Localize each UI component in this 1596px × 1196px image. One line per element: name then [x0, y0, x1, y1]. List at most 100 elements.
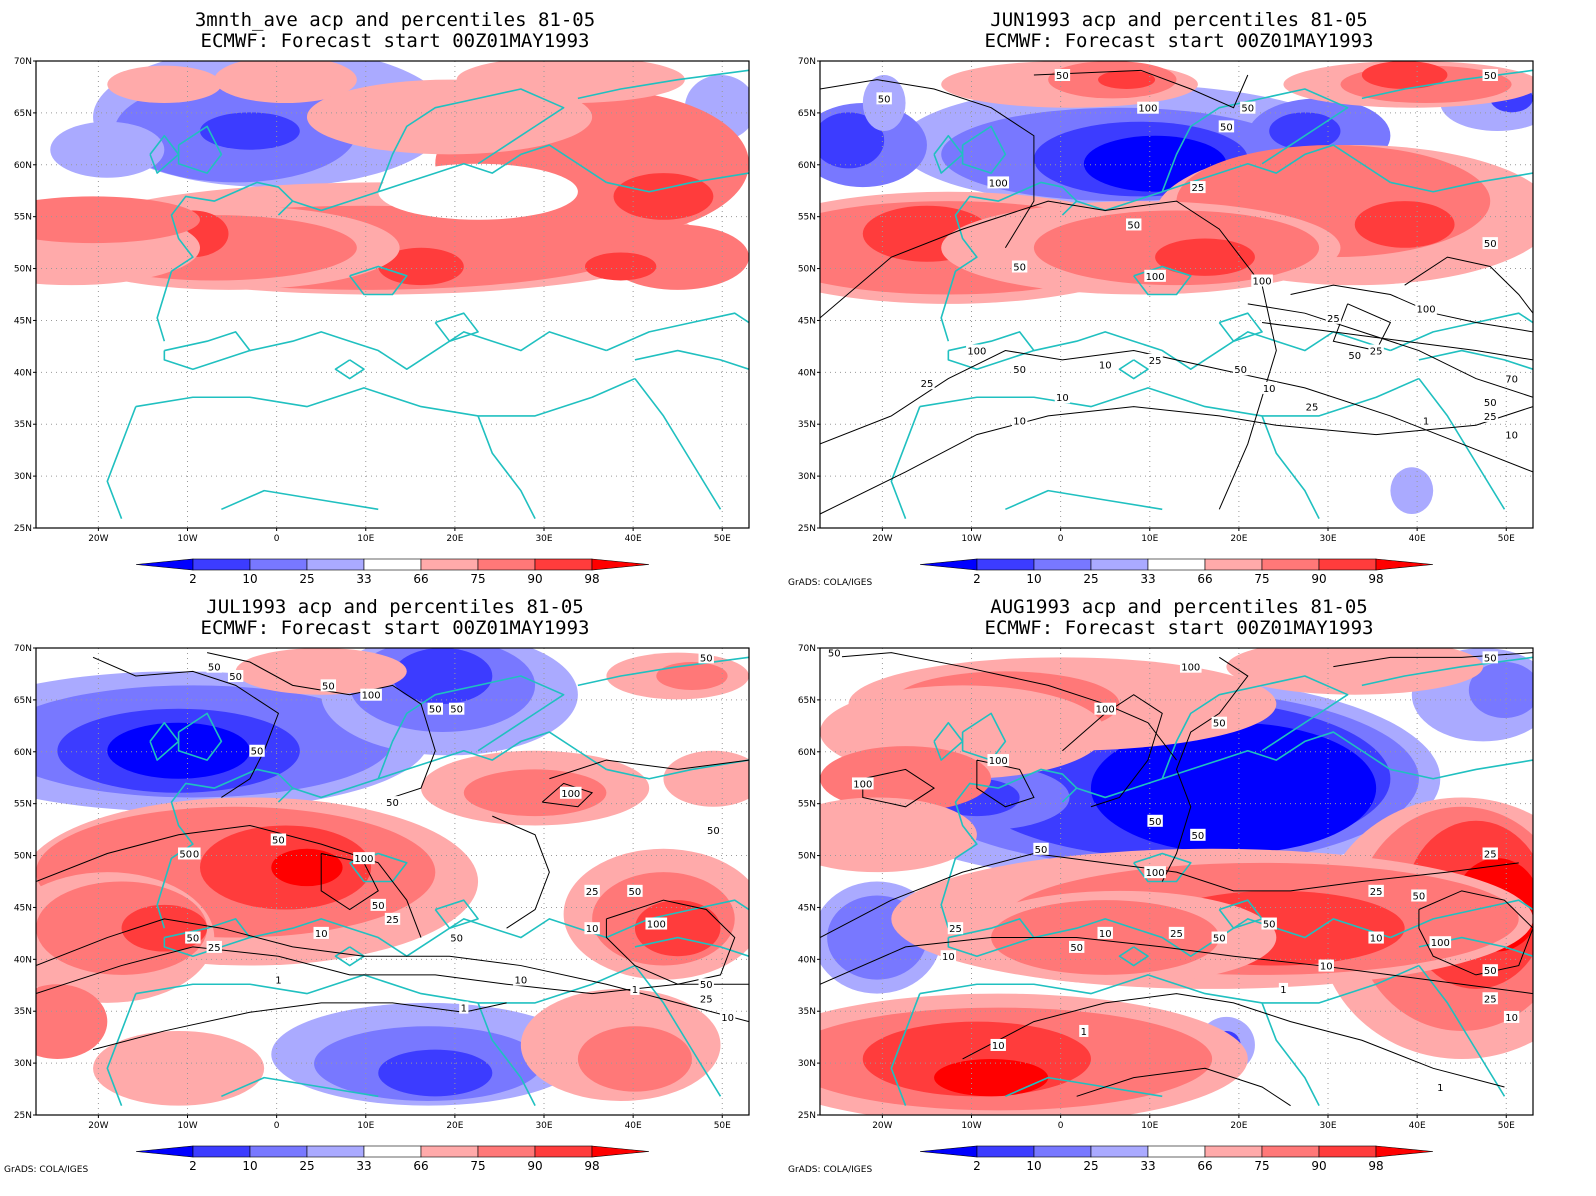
contour-label-text: 50 — [629, 887, 642, 898]
shaded-field: 50 100 100 50 100 100 50 50 50 100 25 25 50 50 50 25 10 5… — [820, 648, 1533, 1115]
contour-label-text: 50 — [1484, 966, 1497, 977]
lat-label: 60N — [798, 748, 816, 758]
contour-line — [207, 652, 436, 798]
coastline — [919, 964, 1420, 1004]
lat-label: 45N — [14, 316, 32, 326]
coastline — [1133, 265, 1192, 296]
lon-label: 20E — [446, 1121, 463, 1131]
colorbar: 2 10 25 33 66 75 90 98 — [919, 558, 1434, 586]
contour-label: 100 — [559, 786, 582, 800]
lon-label: 20W — [88, 534, 108, 544]
contour-label-text: 50 — [322, 681, 335, 692]
map-plot: 5050501005050505010050501005025105025501… — [14, 644, 750, 1173]
contour-label-bg — [1261, 381, 1277, 394]
contour-label-bg — [360, 688, 382, 701]
contour-label: 25 — [947, 922, 964, 935]
colorbar-label: 25 — [299, 1159, 314, 1173]
contour-label-bg — [1435, 1080, 1445, 1093]
contour-label-text: 50 — [828, 649, 841, 660]
contour-label: 10 — [313, 926, 329, 940]
contour-label-bg — [719, 1010, 736, 1023]
percentile-region — [1390, 467, 1434, 514]
coastline — [156, 270, 173, 342]
coastline — [249, 918, 607, 958]
lon-label: 10E — [357, 1121, 374, 1131]
contour-label: 100 — [1144, 866, 1166, 879]
lat-label: 50N — [798, 265, 816, 275]
lon-label: 0 — [1058, 1121, 1064, 1131]
colorbar-segment — [1318, 1145, 1377, 1158]
contour-label-bg — [1211, 716, 1227, 729]
contour-label-text: 25 — [1370, 347, 1383, 358]
contour-line — [820, 852, 1519, 938]
lon-label: 50E — [1498, 1121, 1515, 1131]
contour-label-bg — [427, 702, 443, 715]
percentile-region — [392, 648, 493, 705]
lat-label: 50N — [14, 852, 32, 862]
coastline — [149, 134, 180, 174]
map-plot: 70N 65N 60N 55N 50N 45N 40N 35N 30N 25N 20W 10W 0 10E… — [14, 57, 750, 586]
contour-label: 25 — [1368, 344, 1384, 358]
contour-label-bg — [1318, 959, 1334, 972]
contour-label: 25 — [1147, 353, 1163, 367]
contour-label-text: 50 — [1013, 365, 1026, 376]
contour-label-bg — [459, 1001, 469, 1014]
panel-title: AUG1993 acp and percentiles 81-05 — [990, 596, 1368, 618]
contour-label-bg — [1190, 828, 1206, 841]
coastline — [377, 88, 565, 193]
colorbar-segment — [534, 1145, 593, 1158]
colorbar-arrow-left — [919, 558, 978, 571]
lat-label: 35N — [798, 1007, 816, 1017]
lon-label: 10E — [1141, 1121, 1158, 1131]
colorbar-label: 75 — [1254, 1159, 1269, 1173]
contour-label: 50 — [1011, 260, 1028, 273]
coastline — [349, 265, 408, 296]
lon-label: 50E — [714, 1121, 731, 1131]
colorbar: 2 10 25 33 66 75 90 98 — [135, 1145, 650, 1173]
percentile-region — [93, 1030, 265, 1106]
contour-label: 50 — [1147, 814, 1163, 828]
contour-label-text: 50 — [707, 826, 720, 837]
contour-label-bg — [1137, 101, 1159, 114]
contour-label-text: 100 — [561, 789, 580, 800]
lat-label: 55N — [798, 213, 816, 223]
coastline — [1161, 88, 1349, 193]
colorbar-segment — [477, 558, 536, 571]
contour-label-text: 100 — [647, 920, 666, 931]
contour-label-text: 50 — [1213, 934, 1226, 945]
contour-label-text: 50 — [229, 672, 242, 683]
contour-label: 100 — [966, 344, 988, 358]
contour-label: 100 — [360, 688, 382, 702]
lat-label: 35N — [14, 1007, 32, 1017]
percentile-region — [934, 1058, 1049, 1097]
contour-label-text: 10 — [942, 952, 955, 963]
contour-label-text: 10 — [1056, 393, 1069, 404]
contour-label-bg — [448, 931, 465, 944]
plot-frame — [35, 60, 750, 529]
colorbar-label: 98 — [1368, 1159, 1383, 1173]
contour-label-bg — [1368, 931, 1384, 944]
colorbar-arrow-right — [1375, 558, 1434, 571]
contour-label-bg — [1033, 842, 1049, 855]
contour-label-text: 100 — [1096, 705, 1115, 716]
contour-label-text: 50 — [1013, 262, 1026, 273]
contour-label: 100 — [987, 176, 1010, 189]
lat-label: 30N — [14, 1059, 32, 1069]
coastline — [634, 965, 722, 1097]
lon-label: 50E — [714, 534, 731, 544]
contour-label-text: 100 — [362, 691, 381, 702]
contour-label-bg — [1325, 311, 1342, 324]
lat-label: 40N — [798, 955, 816, 965]
coastline — [961, 712, 1007, 761]
contour-label: 50 — [1218, 120, 1235, 133]
contour-label-text: 1 — [632, 985, 638, 996]
contour-label: 50 — [320, 679, 337, 692]
colorbar-arrow-right — [591, 558, 650, 571]
colorbar-segment — [1204, 1145, 1263, 1158]
coastline — [1418, 965, 1506, 1097]
contour-label-text: 50 — [1348, 351, 1361, 362]
percentile-region — [36, 984, 108, 1059]
colorbar-segment — [306, 558, 365, 571]
lon-label: 10E — [357, 534, 374, 544]
colorbar-segment — [1318, 558, 1377, 571]
